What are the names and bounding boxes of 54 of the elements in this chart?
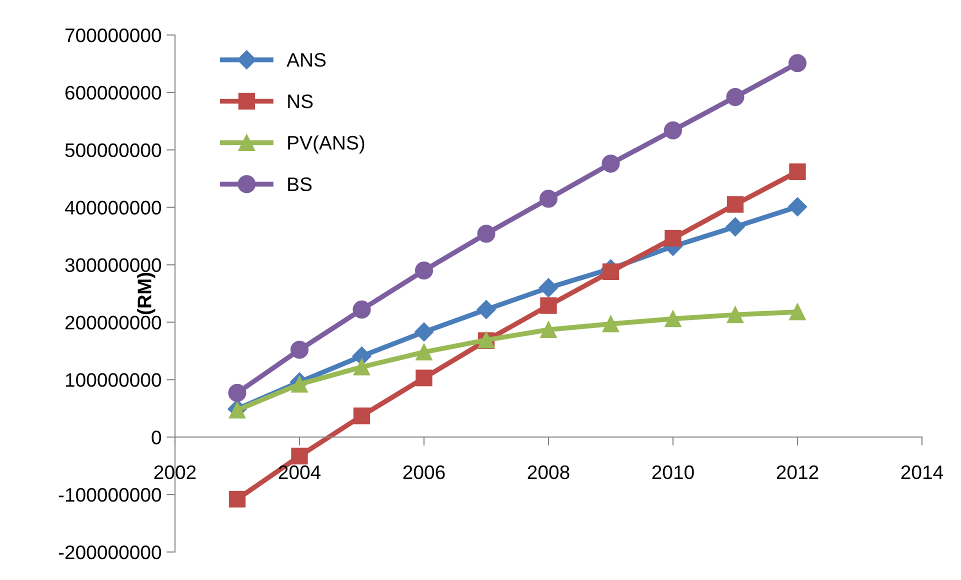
point [726, 217, 745, 236]
point [476, 300, 496, 320]
point [290, 340, 309, 359]
legend-label: BS [288, 177, 312, 192]
point [726, 196, 744, 213]
point [228, 490, 246, 508]
point [477, 224, 496, 243]
y-tick-label: 500000000 [65, 143, 162, 158]
y-tick-label: 700000000 [65, 28, 162, 42]
y-tick-label: 400000000 [64, 200, 162, 215]
y-tick-label: 200000000 [65, 316, 162, 330]
x-tick-label: 2010 [652, 465, 694, 480]
y-tick-label: 100000000 [66, 373, 162, 387]
y-tick-label: -200000000 [58, 545, 162, 560]
point [539, 190, 558, 208]
point [789, 304, 806, 320]
y-tick-label: -100000000 [58, 488, 162, 502]
point [602, 154, 620, 173]
point [664, 230, 682, 247]
point [416, 344, 432, 360]
point [353, 358, 370, 376]
x-tick-label: 2014 [901, 465, 944, 480]
x-tick-label: 2002 [154, 465, 196, 480]
x-tick-label: 2004 [278, 465, 321, 480]
point [602, 316, 620, 332]
point [726, 88, 744, 106]
legend-label: PV(ANS) [288, 135, 364, 154]
y-axis-title: (RM) [137, 272, 156, 314]
point [291, 448, 308, 464]
point [726, 306, 744, 324]
point [416, 370, 432, 386]
point [414, 322, 434, 342]
x-tick-label: 2006 [403, 465, 445, 480]
point [788, 54, 807, 72]
point [540, 297, 557, 314]
x-tick-label: 2008 [528, 465, 570, 480]
point [602, 263, 620, 280]
point [538, 278, 558, 298]
point [352, 300, 371, 319]
y-tick-label: 300000000 [65, 258, 162, 272]
y-tick-label: 600000000 [65, 86, 162, 100]
legend-label: ANS [286, 53, 326, 67]
point [291, 376, 308, 393]
point [789, 163, 806, 180]
y-tick-label: 0 [152, 430, 162, 444]
point [228, 384, 246, 402]
point [664, 121, 682, 140]
x-tick-label: 2012 [776, 465, 818, 480]
point [414, 261, 434, 280]
point [353, 408, 370, 424]
point [664, 310, 682, 328]
point [540, 321, 557, 338]
legend-label: NS [288, 94, 313, 108]
point [788, 197, 808, 216]
